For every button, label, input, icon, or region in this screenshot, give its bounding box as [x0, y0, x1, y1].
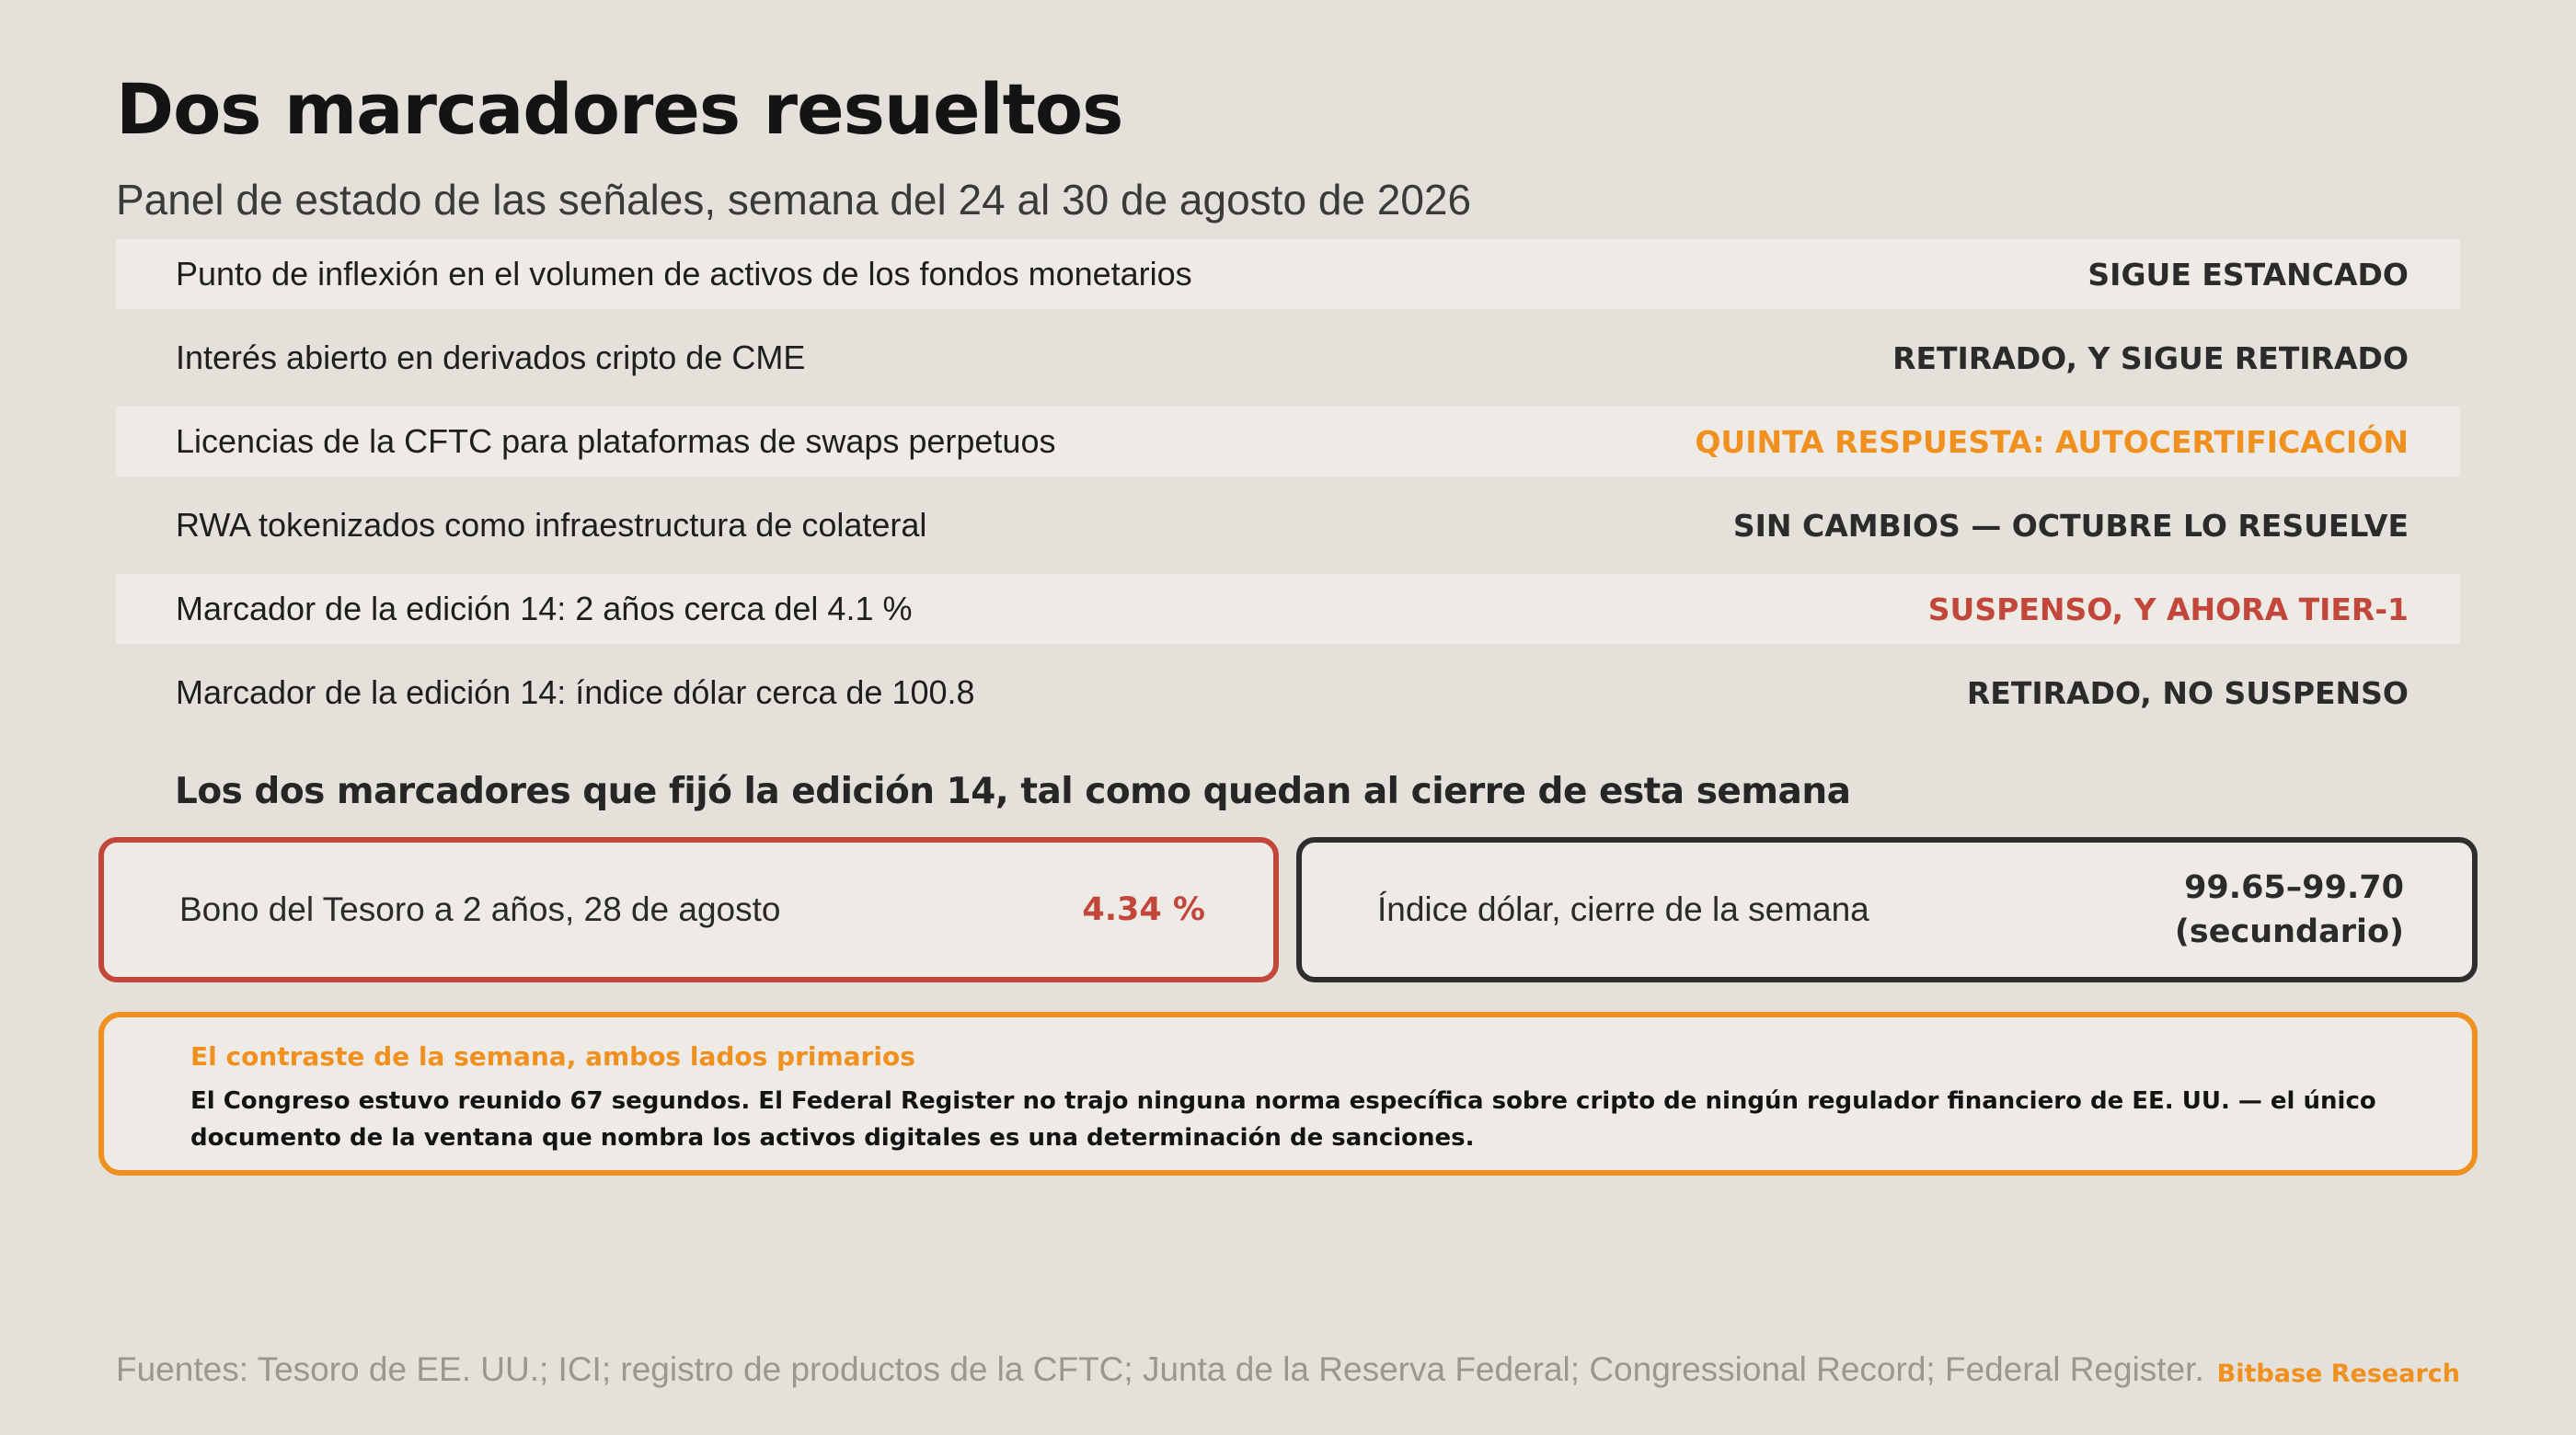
sources-footer: Fuentes: Tesoro de EE. UU.; ICI; registr…: [116, 1350, 2204, 1388]
signal-label: Interés abierto en derivados cripto de C…: [176, 339, 806, 376]
callout-body: El Congreso estuvo reunido 67 segundos. …: [190, 1087, 2376, 1152]
section-heading: Los dos marcadores que fijó la edición 1…: [175, 771, 1851, 812]
signal-label: Marcador de la edición 14: 2 años cerca …: [176, 590, 913, 627]
signal-row: RWA tokenizados como infraestructura de …: [116, 490, 2460, 560]
brand-label: Bitbase Research: [2216, 1360, 2460, 1388]
dollar-index-card: Índice dólar, cierre de la semana 99.65–…: [1296, 837, 2478, 982]
signal-label: RWA tokenizados como infraestructura de …: [176, 506, 927, 544]
card-value-note: (secundario): [2174, 913, 2404, 950]
card-label: Bono del Tesoro a 2 años, 28 de agosto: [179, 890, 781, 928]
page-title: Dos marcadores resueltos: [116, 68, 1123, 150]
signal-status: SUSPENSO, Y AHORA TIER-1: [1927, 591, 2409, 627]
signal-label: Marcador de la edición 14: índice dólar …: [176, 673, 975, 711]
card-value: 4.34 %: [1082, 891, 1205, 928]
callout-heading: El contraste de la semana, ambos lados p…: [190, 1041, 915, 1072]
signal-row: Interés abierto en derivados cripto de C…: [116, 323, 2460, 393]
signal-status: SIGUE ESTANCADO: [2087, 256, 2409, 293]
signal-row: Marcador de la edición 14: índice dólar …: [116, 658, 2460, 728]
signal-row: Punto de inflexión en el volumen de acti…: [116, 239, 2460, 309]
signal-status-table: Punto de inflexión en el volumen de acti…: [116, 239, 2460, 741]
card-value: 99.65–99.70 (secundario): [2175, 866, 2404, 954]
signal-status: RETIRADO, Y SIGUE RETIRADO: [1892, 339, 2409, 376]
card-label: Índice dólar, cierre de la semana: [1377, 890, 1869, 928]
signal-status: SIN CAMBIOS — OCTUBRE LO RESUELVE: [1732, 507, 2409, 544]
treasury-2y-card: Bono del Tesoro a 2 años, 28 de agosto 4…: [98, 837, 1279, 982]
page-subtitle: Panel de estado de las señales, semana d…: [116, 176, 1472, 224]
signal-status: RETIRADO, NO SUSPENSO: [1966, 674, 2409, 711]
signal-row: Licencias de la CFTC para plataformas de…: [116, 407, 2460, 476]
signal-label: Punto de inflexión en el volumen de acti…: [176, 255, 1192, 293]
card-value-line: 99.65–99.70: [2184, 869, 2404, 906]
signal-label: Licencias de la CFTC para plataformas de…: [176, 422, 1056, 460]
signal-status: QUINTA RESPUESTA: AUTOCERTIFICACIÓN: [1695, 423, 2409, 460]
contrast-callout: El contraste de la semana, ambos lados p…: [98, 1012, 2478, 1176]
signal-row: Marcador de la edición 14: 2 años cerca …: [116, 574, 2460, 644]
